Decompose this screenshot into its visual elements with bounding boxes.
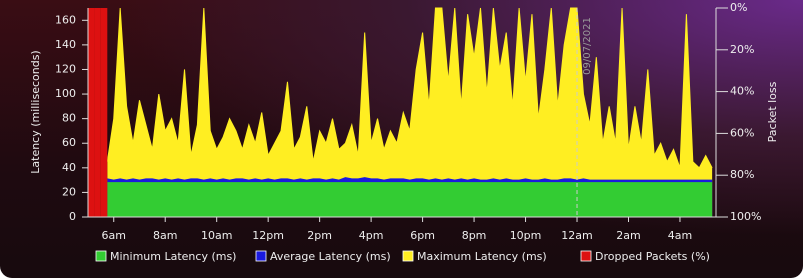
x-tick-label: 10pm bbox=[510, 229, 542, 242]
y-axis-label: Latency (milliseconds) bbox=[29, 50, 42, 173]
y-tick-label: 20 bbox=[62, 185, 76, 198]
y-tick-label: 100 bbox=[55, 87, 76, 100]
legend-label: Minimum Latency (ms) bbox=[110, 250, 236, 263]
x-tick-label: 2am bbox=[616, 229, 640, 242]
y-tick-label: 140 bbox=[55, 38, 76, 51]
y2-tick-label: 60% bbox=[730, 126, 754, 139]
x-tick-label: 6am bbox=[102, 229, 126, 242]
y-tick-label: 60 bbox=[62, 136, 76, 149]
y2-axis-label: Packet loss bbox=[766, 81, 779, 142]
series-line bbox=[106, 7, 713, 169]
x-tick-label: 4am bbox=[668, 229, 692, 242]
x-tick-label: 8am bbox=[153, 229, 177, 242]
legend-swatch bbox=[580, 250, 592, 262]
y2-tick-label: 80% bbox=[730, 168, 754, 181]
x-tick-label: 12pm bbox=[252, 229, 284, 242]
y-tick-label: 160 bbox=[55, 13, 76, 26]
x-tick-label: 2pm bbox=[307, 229, 332, 242]
x-tick-label: 12am bbox=[561, 229, 592, 242]
dropped-bar bbox=[88, 8, 95, 217]
x-tick-label: 10am bbox=[201, 229, 232, 242]
legend-label: Maximum Latency (ms) bbox=[417, 250, 547, 263]
legend-label: Average Latency (ms) bbox=[270, 250, 391, 263]
legend-swatch bbox=[255, 250, 267, 262]
area-fill bbox=[107, 8, 713, 217]
dropped-bar bbox=[100, 8, 108, 217]
x-tick-label: 8pm bbox=[462, 229, 487, 242]
x-tick-label: 4pm bbox=[359, 229, 384, 242]
legend-swatch bbox=[402, 250, 414, 262]
legend-label: Dropped Packets (%) bbox=[595, 250, 710, 263]
y-tick-label: 40 bbox=[62, 161, 76, 174]
y2-tick-label: 0% bbox=[730, 1, 747, 14]
x-tick-label: 6pm bbox=[410, 229, 435, 242]
area-fill bbox=[107, 182, 713, 217]
dropped-bar bbox=[94, 8, 101, 217]
y2-tick-label: 20% bbox=[730, 43, 754, 56]
y2-tick-label: 40% bbox=[730, 85, 754, 98]
series-line bbox=[107, 177, 713, 181]
y2-tick-label: 100% bbox=[730, 210, 761, 223]
legend-swatch bbox=[95, 250, 107, 262]
y-tick-label: 80 bbox=[62, 112, 76, 125]
date-annotation: 09/07/2021 bbox=[582, 17, 593, 75]
y-tick-label: 0 bbox=[69, 210, 76, 223]
y-tick-label: 120 bbox=[55, 62, 76, 75]
